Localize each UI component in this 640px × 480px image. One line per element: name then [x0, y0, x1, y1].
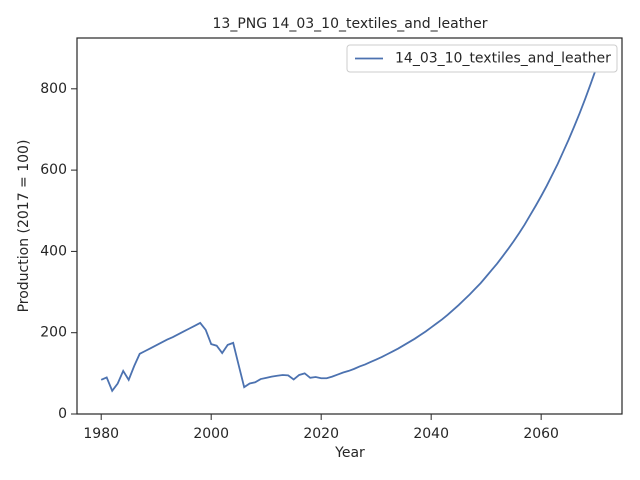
y-tick-label: 0: [58, 406, 67, 422]
x-axis-label: Year: [334, 445, 365, 461]
legend-box: [346, 44, 618, 73]
y-tick-label: 200: [40, 325, 67, 341]
legend-label: 14_03_10_textiles_and_leather: [395, 51, 611, 67]
plot-frame: [76, 37, 623, 415]
y-tick-label: 600: [40, 162, 67, 178]
y-axis-label: Production (2017 = 100): [16, 140, 32, 313]
x-tick-label: 2060: [523, 426, 559, 442]
x-tick-label: 2020: [303, 426, 339, 442]
chart-title: 13_PNG 14_03_10_textiles_and_leather: [213, 16, 488, 32]
x-tick-label: 2000: [193, 426, 229, 442]
x-tick-label: 1980: [83, 426, 119, 442]
y-tick-label: 400: [40, 243, 67, 259]
y-tick-label: 800: [40, 81, 67, 97]
line: [100, 68, 597, 393]
x-tick-label: 2040: [413, 426, 449, 442]
